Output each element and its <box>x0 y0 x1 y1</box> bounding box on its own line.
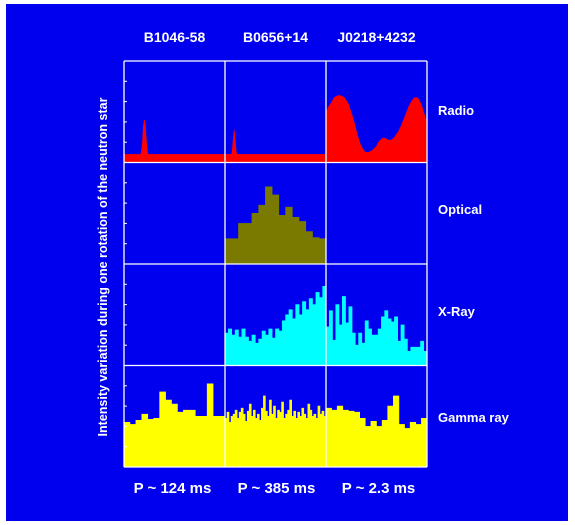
profile-optical-b0656-14 <box>224 186 327 265</box>
row-label-x-ray: X-Ray <box>438 304 475 319</box>
profile-gamma-ray-b0656-14 <box>224 395 327 468</box>
column-title-b0656-14: B0656+14 <box>242 29 308 45</box>
profile-radio-b1046-58 <box>123 119 226 163</box>
profile-gamma-ray-j0218-4232 <box>325 395 428 468</box>
row-label-optical: Optical <box>438 202 483 217</box>
period-label-b0656-14: P ~ 385 ms <box>237 480 316 497</box>
profile-x-ray-j0218-4232 <box>325 296 428 366</box>
column-title-b1046-58: B1046-58 <box>143 29 206 45</box>
profile-x-ray-b0656-14 <box>224 286 327 366</box>
period-label-b1046-58: P ~ 124 ms <box>133 480 212 497</box>
y-axis-label: Intensity variation during one rotation … <box>96 97 110 437</box>
row-label-gamma-ray: Gamma ray <box>438 410 509 425</box>
column-title-j0218-4232: J0218+4232 <box>337 29 416 45</box>
profile-radio-j0218-4232 <box>325 95 428 163</box>
profile-gamma-ray-b1046-58 <box>123 383 226 468</box>
profile-radio-b0656-14 <box>224 129 327 163</box>
row-label-radio: Radio <box>438 103 475 118</box>
period-label-j0218-4232: P ~ 2.3 ms <box>341 480 416 497</box>
